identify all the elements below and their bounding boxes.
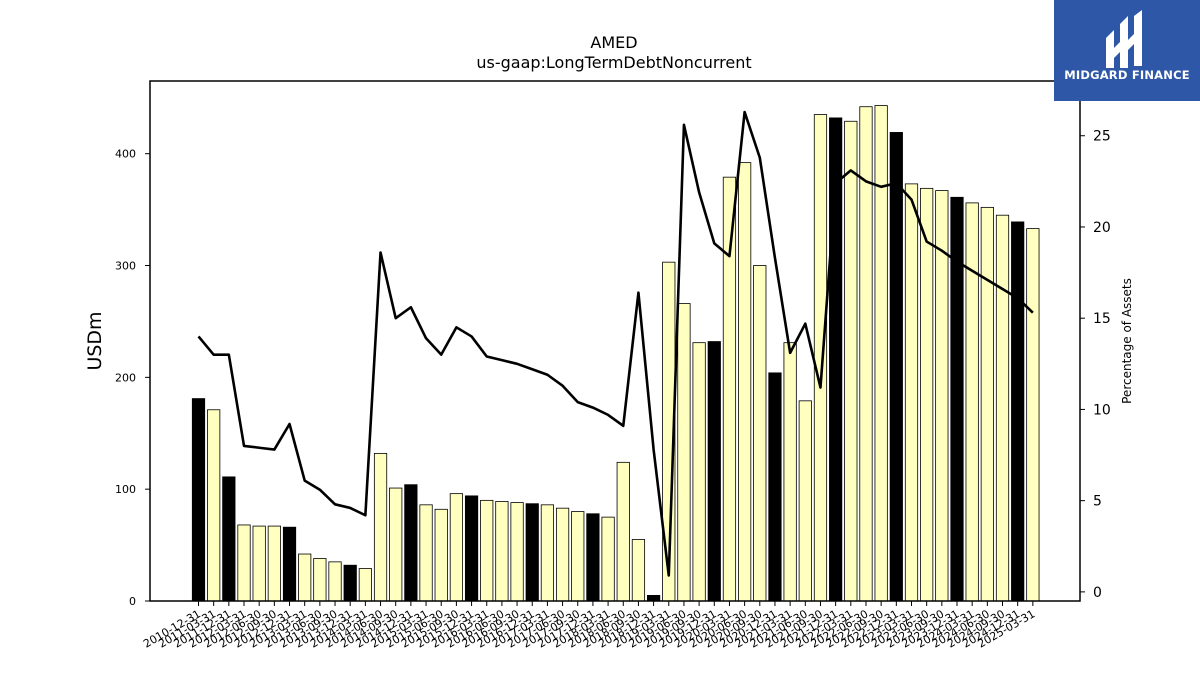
logo-text: MIDGARD FINANCE: [1064, 68, 1190, 82]
bar-2018-09-30: [631, 539, 646, 602]
bar-2012-03-31: [237, 524, 251, 602]
y-axis-label: USDm: [84, 311, 106, 370]
bar-2025-03-31: [1026, 228, 1040, 602]
y2-tick-label: 15: [1093, 311, 1111, 327]
line-layer: [197, 110, 1034, 577]
bar-2018-03-31: [601, 516, 615, 602]
bar-2022-09-30: [874, 105, 888, 602]
bar-2016-12-31: [525, 503, 539, 602]
bar-2017-06-30: [555, 507, 570, 602]
bar-2013-06-30: [313, 558, 327, 602]
y2-tick-label: 10: [1093, 402, 1111, 418]
bar-2016-06-30: [495, 501, 509, 602]
bar-2023-06-30: [920, 187, 934, 602]
bar-2013-03-31: [298, 553, 312, 602]
y-tick-label: 0: [129, 595, 136, 608]
bar-2016-09-30: [510, 502, 524, 602]
bar-2020-09-30: [753, 265, 767, 602]
axes-layer: 010020030040005101520252010-12-312011-03…: [115, 129, 1111, 651]
bar-2024-03-31: [965, 202, 979, 602]
bar-2013-09-30: [328, 561, 342, 602]
bar-2018-12-31: [647, 595, 661, 602]
y-tick-label: 300: [115, 260, 136, 273]
bar-2024-06-30: [980, 206, 994, 602]
bar-2017-12-31: [586, 513, 600, 602]
bar-2018-06-30: [616, 461, 630, 602]
bar-2021-06-30: [798, 400, 812, 602]
bar-2022-12-31: [889, 132, 903, 602]
y2-tick-label: 25: [1093, 129, 1111, 145]
bar-2020-12-31: [768, 372, 782, 602]
y-tick-label: 200: [115, 371, 136, 384]
y-tick-label: 400: [115, 148, 136, 161]
pct-assets-line: [197, 110, 1034, 577]
bar-2019-06-30: [677, 303, 691, 602]
bar-2017-03-31: [540, 504, 555, 602]
bar-2021-09-30: [813, 114, 828, 602]
bar-2014-06-30: [373, 452, 388, 602]
bar-2021-03-31: [783, 342, 797, 602]
y-tick-label: 100: [115, 483, 136, 496]
bar-2015-03-31: [419, 504, 433, 602]
bars-layer: [191, 105, 1040, 602]
bar-2012-12-31: [282, 526, 297, 602]
chart-subtitle: us-gaap:LongTermDebtNoncurrent: [476, 53, 751, 72]
bar-2012-09-30: [267, 525, 281, 602]
y2-tick-label: 5: [1093, 494, 1102, 510]
bar-2019-12-31: [707, 341, 721, 602]
bar-2015-09-30: [449, 493, 463, 602]
bar-2016-03-31: [480, 499, 494, 602]
bar-2014-12-31: [404, 484, 418, 602]
y2-axis-label: Percentage of Assets: [1120, 278, 1134, 404]
plot-frame: [149, 80, 1081, 602]
bar-2011-12-31: [222, 476, 236, 602]
bar-2010-12-31: [191, 398, 206, 602]
bar-2024-09-30: [995, 214, 1010, 602]
bar-2014-09-30: [389, 487, 403, 602]
bar-2013-12-31: [343, 564, 357, 602]
bar-2023-03-31: [904, 183, 919, 602]
bar-2022-03-31: [844, 120, 858, 602]
chart-title: AMED: [590, 33, 637, 52]
bar-2024-12-31: [1011, 221, 1025, 602]
bar-2012-06-30: [252, 525, 266, 602]
bar-2011-03-31: [207, 409, 221, 602]
y2-tick-label: 20: [1093, 220, 1111, 236]
midgard-logo-icon: [1106, 10, 1142, 68]
y2-tick-label: 0: [1093, 585, 1102, 601]
bar-2020-03-31: [722, 176, 737, 602]
bar-2019-09-30: [692, 342, 706, 602]
bar-2020-06-30: [738, 162, 752, 602]
bar-2015-12-31: [464, 495, 479, 602]
bar-2015-06-30: [434, 508, 448, 602]
bar-2014-03-31: [358, 568, 372, 602]
brand-logo: MIDGARD FINANCE: [1054, 0, 1200, 101]
bar-2017-09-30: [571, 511, 585, 602]
